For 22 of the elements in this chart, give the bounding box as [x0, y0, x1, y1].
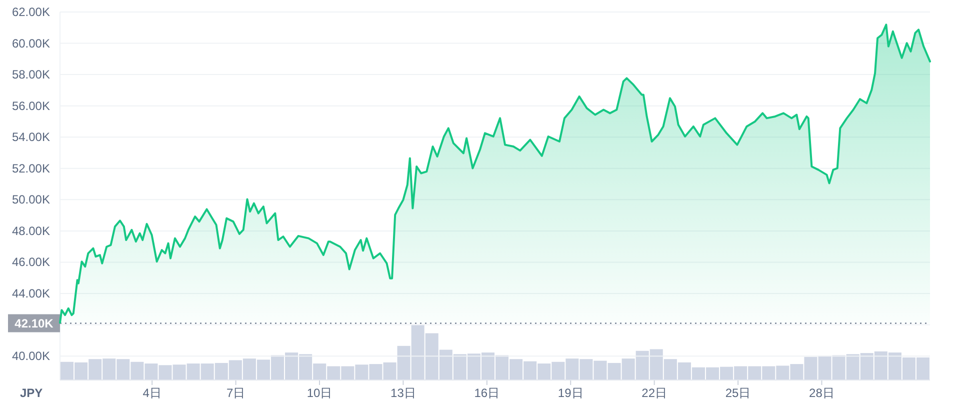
x-tick-label: 10日: [306, 386, 332, 400]
y-tick-label: 40.00K: [12, 349, 50, 364]
y-tick-label: 44.00K: [12, 286, 50, 301]
ref-line-label: 42.10K: [14, 316, 54, 331]
y-tick-label: 48.00K: [12, 224, 50, 238]
y-axis-title: JPY: [20, 386, 43, 400]
x-tick-label: 7日: [226, 386, 246, 400]
y-tick-label: 54.00K: [12, 130, 50, 144]
y-tick-label: 56.00K: [12, 98, 50, 113]
y-tick-label: 58.00K: [12, 68, 50, 82]
y-tick-label: 62.00K: [12, 5, 50, 19]
x-tick-label: 19日: [558, 386, 584, 400]
x-tick-label: 25日: [725, 386, 751, 400]
y-tick-label: 50.00K: [12, 192, 50, 207]
y-tick-label: 60.00K: [12, 36, 50, 50]
x-tick-label: 4日: [142, 386, 162, 400]
x-tick-label: 28日: [809, 386, 834, 400]
y-tick-label: 52.00K: [12, 161, 50, 176]
x-tick-label: 16日: [474, 386, 500, 400]
x-tick-label: 13日: [390, 386, 416, 400]
y-tick-label: 46.00K: [12, 255, 50, 270]
x-tick-label: 22日: [642, 386, 668, 400]
